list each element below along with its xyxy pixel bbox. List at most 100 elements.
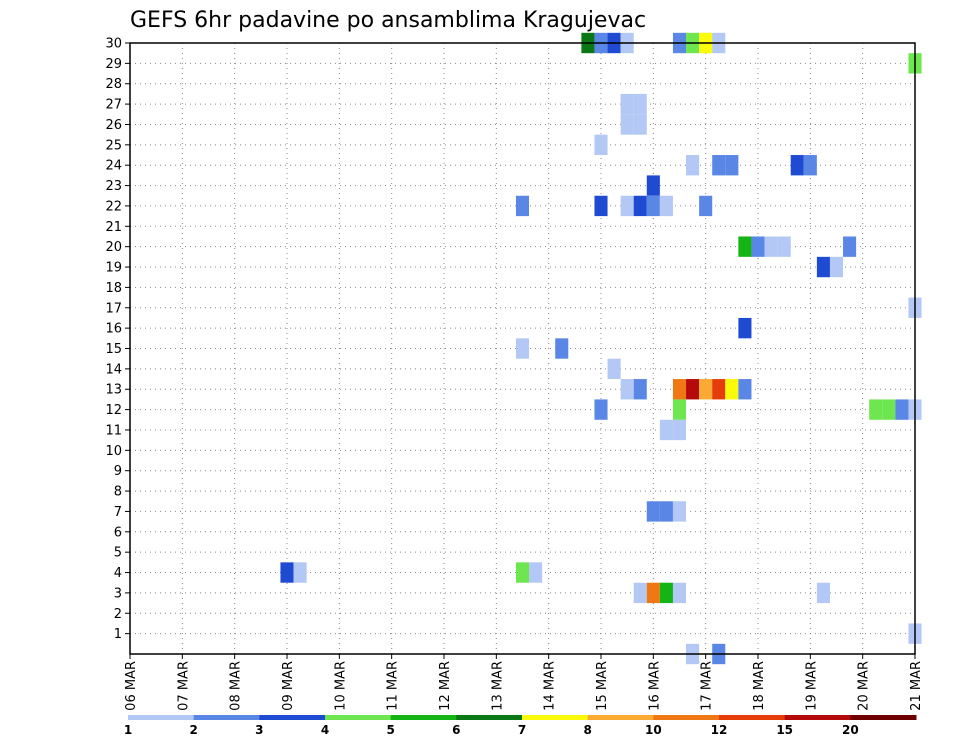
heatmap-cell — [699, 195, 713, 217]
heatmap-cell — [790, 155, 804, 176]
heatmap-cell — [725, 155, 739, 176]
colorbar-label: 8 — [583, 723, 591, 737]
x-tick-label: 19 MAR — [804, 661, 819, 711]
y-tick-label: 14 — [105, 362, 122, 377]
heatmap-cell — [686, 155, 700, 176]
colorbar-label: 15 — [776, 723, 793, 737]
colorbar-label: 2 — [189, 723, 197, 737]
heatmap-cell — [803, 155, 817, 176]
heatmap-cell — [659, 582, 673, 604]
y-tick-label: 20 — [105, 240, 122, 255]
y-tick-label: 12 — [105, 403, 122, 418]
colorbar-label: 12 — [711, 723, 728, 737]
x-tick-label: 16 MAR — [647, 661, 662, 711]
x-tick-label: 14 MAR — [543, 661, 558, 711]
y-tick-label: 6 — [114, 525, 122, 540]
heatmap-cell — [646, 195, 660, 217]
heatmap-cell — [738, 236, 752, 257]
x-tick-label: 07 MAR — [176, 661, 191, 711]
colorbar-segment — [522, 715, 589, 720]
heatmap-cell — [646, 582, 660, 604]
heatmap-cell — [816, 582, 830, 604]
x-tick-label: 18 MAR — [752, 661, 767, 711]
y-tick-label: 16 — [105, 322, 122, 337]
y-tick-label: 5 — [114, 546, 122, 561]
heatmap-cell — [515, 338, 530, 359]
x-tick-label: 08 MAR — [229, 661, 244, 711]
x-tick-label: 10 MAR — [333, 661, 348, 711]
y-tick-label: 29 — [105, 57, 122, 72]
colorbar-segment — [653, 715, 720, 720]
colorbar-label: 7 — [518, 723, 526, 737]
heatmap-cell — [293, 562, 307, 583]
y-tick-labels: 1234567891011121314151617181920212223242… — [105, 37, 122, 643]
y-tick-label: 17 — [105, 301, 122, 316]
heatmap-cell — [620, 195, 634, 217]
x-tick-labels: 06 MAR 07 MAR 08 MAR 09 MAR 10 MAR 11 MAR 12 M… — [124, 661, 924, 711]
heatmap-cell — [659, 419, 673, 441]
heatmap-cell — [607, 358, 621, 380]
heatmap-cell — [895, 399, 909, 420]
heatmap-cell — [672, 399, 687, 420]
y-tick-label: 4 — [114, 566, 122, 581]
y-tick-label: 27 — [105, 98, 122, 113]
heatmap-cell — [869, 399, 883, 420]
y-tick-label: 23 — [105, 179, 122, 194]
colorbar-segment — [325, 715, 392, 720]
heatmap-cell — [555, 338, 569, 359]
heatmap-cell — [594, 134, 608, 156]
heatmap-cell — [751, 236, 765, 257]
colorbar-segment — [784, 715, 851, 720]
heatmap-cell — [620, 379, 634, 400]
x-tick-label: 11 MAR — [386, 661, 401, 711]
heatmap-cell — [764, 236, 778, 257]
y-tick-label: 21 — [105, 220, 122, 235]
colorbar-segment — [719, 715, 786, 720]
colorbar-label: 10 — [645, 723, 662, 737]
colorbar: 1 2 3 4 5 6 7 8 10 12 15 20 — [124, 715, 917, 737]
colorbar-label: 3 — [255, 723, 263, 737]
heatmap-cell — [280, 562, 294, 583]
x-tick-label: 20 MAR — [857, 661, 872, 711]
colorbar-segment — [850, 715, 917, 720]
y-tick-label: 22 — [105, 199, 122, 214]
x-tick-label: 13 MAR — [490, 661, 505, 711]
heatmap-cell — [882, 399, 896, 420]
heatmap-cell — [633, 379, 647, 400]
colorbar-label: 4 — [321, 723, 329, 737]
heatmap-cell — [672, 582, 687, 604]
x-tick-label: 21 MAR — [909, 661, 924, 711]
y-tick-label: 11 — [105, 423, 122, 438]
heatmap-cell — [659, 501, 673, 522]
heatmap-cell — [515, 562, 530, 583]
heatmap-cell — [529, 562, 543, 583]
y-tick-label: 15 — [105, 342, 122, 357]
heatmap-cell — [620, 93, 634, 115]
x-tick-label: 12 MAR — [438, 661, 453, 711]
chart-title: GEFS 6hr padavine po ansamblima Kragujev… — [130, 8, 646, 33]
y-tick-label: 25 — [105, 138, 122, 153]
colorbar-label: 5 — [386, 723, 394, 737]
heatmap-cell — [633, 195, 647, 217]
heatmap-cell — [843, 236, 857, 257]
y-tick-label: 2 — [114, 607, 122, 622]
colorbar-segment — [456, 715, 523, 720]
colorbar-label: 20 — [842, 723, 859, 737]
heatmap-cell — [686, 379, 700, 400]
heatmap-cell — [646, 175, 660, 196]
y-tick-label: 3 — [114, 586, 122, 601]
heatmap-cell — [620, 114, 634, 135]
heatmap-cell — [594, 399, 608, 420]
y-tick-label: 7 — [114, 505, 122, 520]
y-tick-label: 19 — [105, 261, 122, 276]
heatmap-cell — [633, 93, 647, 115]
heatmap-cell — [672, 419, 687, 441]
heatmap-cell — [712, 379, 726, 400]
y-tick-label: 26 — [105, 118, 122, 133]
x-tick-label: 17 MAR — [700, 661, 715, 711]
heatmap-cell — [829, 256, 844, 278]
colorbar-label: 1 — [124, 723, 132, 737]
colorbar-segment — [587, 715, 654, 720]
y-tick-label: 1 — [114, 627, 122, 642]
